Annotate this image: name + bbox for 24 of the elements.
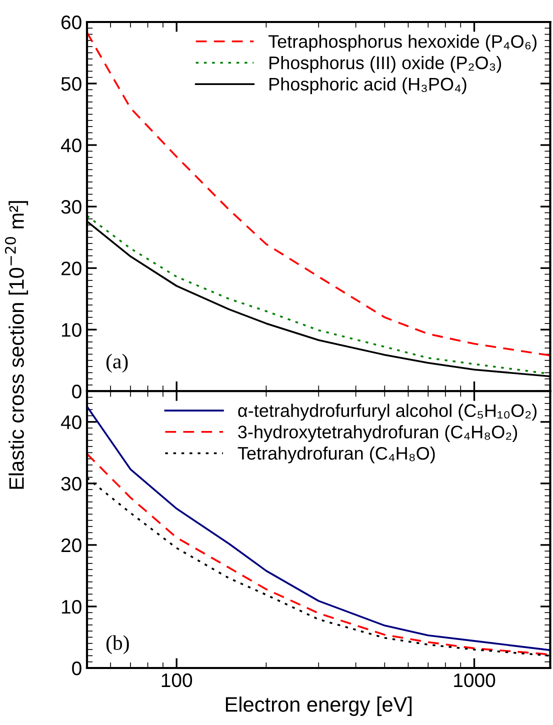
annotation: (b): [106, 635, 129, 654]
x-tick-label: 100: [162, 673, 192, 688]
legend-label: α-tetrahydrofurfuryl alcohol (C₅H₁₀O₂): [238, 404, 536, 421]
x-axis-title: Electron energy [eV]: [226, 696, 412, 716]
legend-label: Phosphoric acid (H₃PO₄): [270, 77, 466, 94]
x-tick-label: 1000: [454, 673, 496, 688]
y-tick-label: 20: [61, 538, 82, 552]
legend-label: Tetraphosphorus hexoxide (P₄O₆): [268, 34, 536, 52]
y-tick-label: 0: [72, 661, 82, 676]
y-tick-label: 30: [61, 200, 82, 214]
y-tick-label: 60: [62, 15, 82, 30]
legend-label: Phosphorus (III) oxide (P₂O₃): [270, 56, 502, 73]
legend-label: 3-hydroxytetrahydrofuran (C₄H₈O₂): [238, 425, 518, 442]
y-tick-label: 0: [72, 384, 82, 398]
y-tick-label: 10: [62, 600, 82, 614]
y-axis-title: Elastic cross section [10$^{−20}$ m²]: [4, 201, 28, 489]
y-tick-label: 50: [61, 76, 82, 91]
y-tick-label: 30: [61, 476, 82, 491]
y-tick-label: 20: [61, 262, 82, 276]
y-tick-label: 10: [62, 323, 82, 337]
y-tick-label: 40: [60, 415, 82, 430]
y-tick-label: 40: [60, 138, 82, 152]
legend-label: Tetrahydrofuran (C₄H₈O): [238, 446, 435, 464]
annotation: (a): [106, 354, 128, 373]
